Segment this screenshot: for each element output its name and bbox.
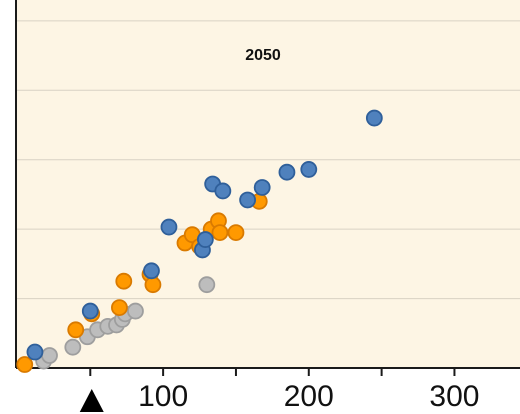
data-point xyxy=(67,321,85,339)
data-point xyxy=(211,224,229,242)
data-point xyxy=(143,262,160,280)
data-point xyxy=(253,179,271,196)
data-points xyxy=(16,109,383,373)
triangle-marker-icon xyxy=(79,389,104,412)
x-tick-label: 100 xyxy=(138,380,188,413)
data-point xyxy=(144,276,162,294)
x-tick-label: 200 xyxy=(284,380,334,413)
data-point xyxy=(239,191,257,209)
data-point xyxy=(227,224,245,242)
data-point xyxy=(26,343,44,361)
data-point xyxy=(64,338,82,356)
data-point xyxy=(115,272,133,290)
data-point xyxy=(278,163,296,181)
data-point xyxy=(196,231,214,248)
data-point xyxy=(300,161,318,178)
data-point xyxy=(16,356,34,373)
data-point xyxy=(41,347,58,364)
x-tick-label: 300 xyxy=(429,380,479,413)
data-point xyxy=(198,276,216,294)
data-point xyxy=(81,302,99,320)
gridlines xyxy=(16,20,520,300)
data-point xyxy=(214,182,232,200)
data-point xyxy=(127,302,144,320)
chart-title: 2050 xyxy=(245,47,281,64)
data-point xyxy=(111,299,128,316)
data-point xyxy=(365,109,383,127)
data-point xyxy=(160,218,178,236)
x-ticks: 100 200 300 xyxy=(89,368,479,413)
